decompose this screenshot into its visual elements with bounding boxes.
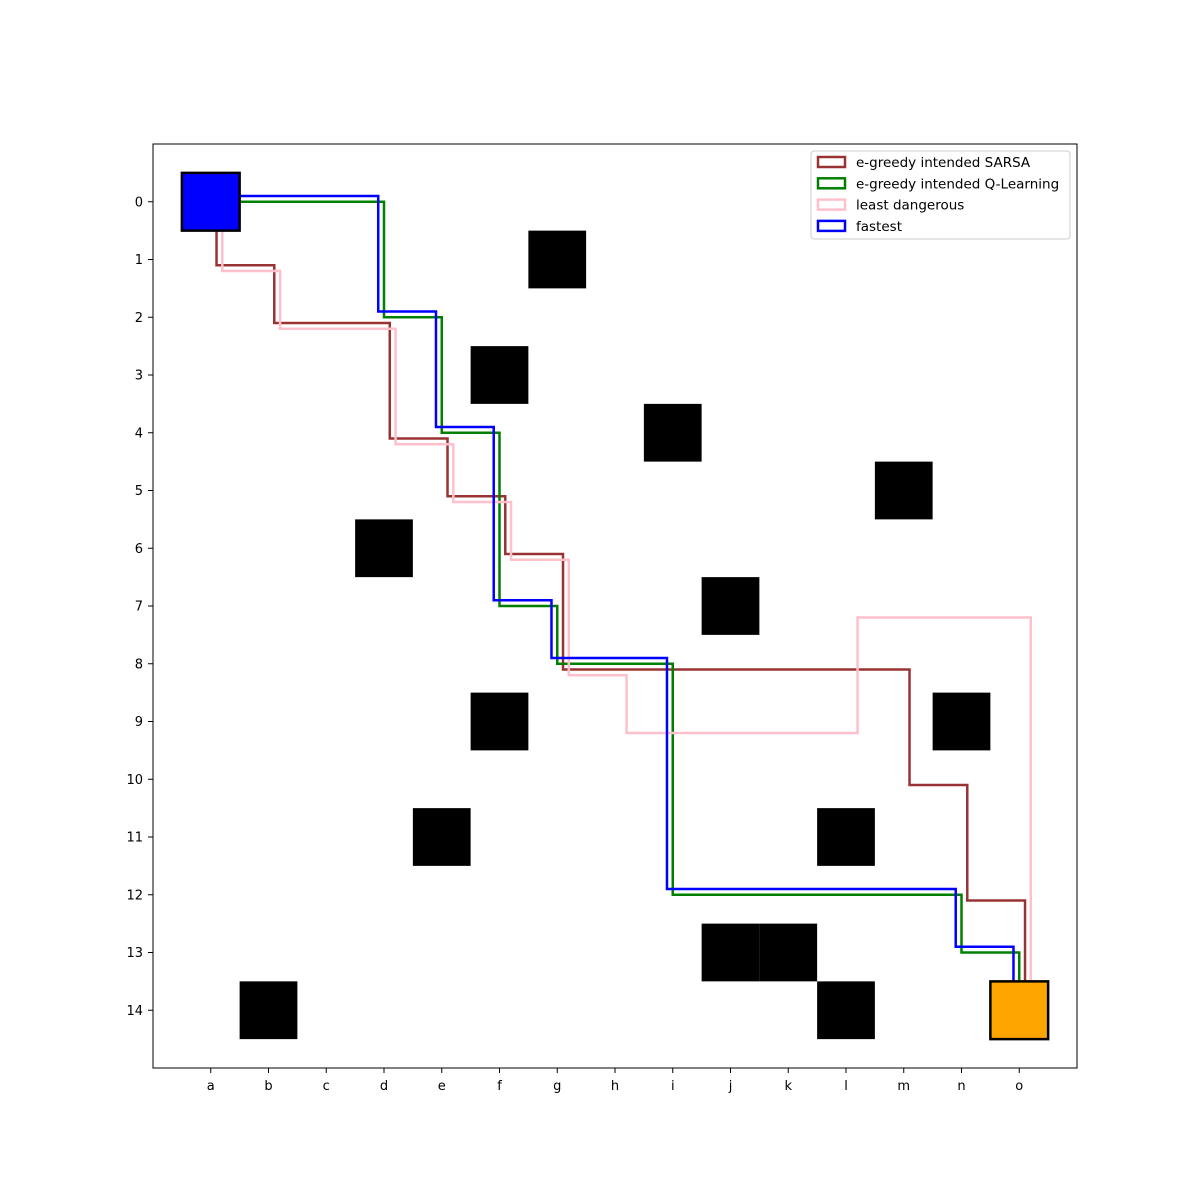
legend-label: e-greedy intended SARSA bbox=[856, 155, 1031, 171]
obstacle-cell bbox=[470, 692, 529, 751]
path-e-greedy-intended-q-learning bbox=[210, 200, 1021, 1011]
path-least-dangerous bbox=[221, 213, 1033, 1022]
markers-layer bbox=[180, 171, 1050, 1041]
y-tick-label: 4 bbox=[135, 426, 143, 441]
legend-label: e-greedy intended Q-Learning bbox=[856, 176, 1059, 192]
paths-layer bbox=[204, 194, 1033, 1022]
y-tick-label: 12 bbox=[126, 888, 143, 903]
y-tick-label: 5 bbox=[135, 484, 143, 499]
obstacle-cell bbox=[874, 461, 933, 520]
y-tick-label: 7 bbox=[135, 600, 143, 615]
y-tick-label: 14 bbox=[126, 1004, 143, 1019]
y-tick-label: 11 bbox=[126, 831, 143, 846]
obstacle-cell bbox=[932, 692, 991, 751]
x-tick-label: b bbox=[264, 1079, 272, 1094]
path-fastest bbox=[204, 194, 1015, 1005]
obstacle-cell bbox=[701, 577, 760, 635]
legend-label: fastest bbox=[856, 219, 902, 235]
obstacle-cell bbox=[701, 923, 760, 982]
axes-frame bbox=[152, 143, 1078, 1069]
x-tick-label: f bbox=[497, 1079, 502, 1094]
y-tick-label: 13 bbox=[126, 946, 143, 961]
legend-swatch bbox=[816, 155, 847, 169]
x-tick-label: g bbox=[553, 1079, 561, 1094]
goal-cell bbox=[989, 980, 1050, 1041]
obstacles-layer bbox=[239, 230, 991, 1040]
obstacle-cell bbox=[239, 981, 298, 1040]
x-tick-label: d bbox=[380, 1079, 388, 1094]
x-tick-label: a bbox=[207, 1079, 215, 1094]
x-tick-label: n bbox=[957, 1079, 965, 1094]
x-tick-label: c bbox=[323, 1079, 330, 1094]
obstacle-cell bbox=[817, 981, 875, 1040]
start-cell bbox=[180, 171, 241, 232]
obstacle-cell bbox=[470, 346, 529, 404]
x-tick-label: i bbox=[671, 1079, 675, 1094]
obstacle-cell bbox=[528, 230, 587, 289]
legend-swatch bbox=[816, 198, 847, 211]
legend-box bbox=[810, 150, 1071, 240]
obstacle-cell bbox=[759, 923, 818, 982]
y-tick-label: 2 bbox=[135, 311, 143, 326]
y-tick-label: 3 bbox=[135, 369, 143, 384]
y-tick-label: 1 bbox=[135, 253, 143, 268]
y-tick-label: 8 bbox=[135, 657, 143, 672]
obstacle-cell bbox=[412, 808, 471, 866]
x-tick-label: o bbox=[1015, 1079, 1023, 1094]
obstacle-cell bbox=[817, 808, 875, 866]
y-tick-label: 10 bbox=[126, 773, 143, 788]
y-tick-label: 9 bbox=[135, 715, 143, 730]
x-tick-label: m bbox=[897, 1079, 910, 1094]
path-e-greedy-intended-sarsa bbox=[215, 207, 1027, 1017]
y-tick-label: 6 bbox=[135, 542, 143, 557]
obstacle-cell bbox=[355, 519, 413, 578]
legend: e-greedy intended SARSA e-greedy intended… bbox=[810, 150, 1071, 240]
x-tick-label: k bbox=[784, 1079, 792, 1094]
legend-swatch bbox=[816, 177, 847, 190]
x-tick-label: h bbox=[611, 1079, 619, 1094]
y-tick-label: 0 bbox=[135, 195, 143, 210]
x-tick-label: l bbox=[844, 1079, 848, 1094]
obstacle-cell bbox=[643, 403, 702, 462]
legend-swatch bbox=[816, 219, 847, 233]
x-tick-label: j bbox=[728, 1079, 733, 1094]
x-tick-label: e bbox=[438, 1079, 446, 1094]
legend-label: least dangerous bbox=[856, 198, 964, 214]
